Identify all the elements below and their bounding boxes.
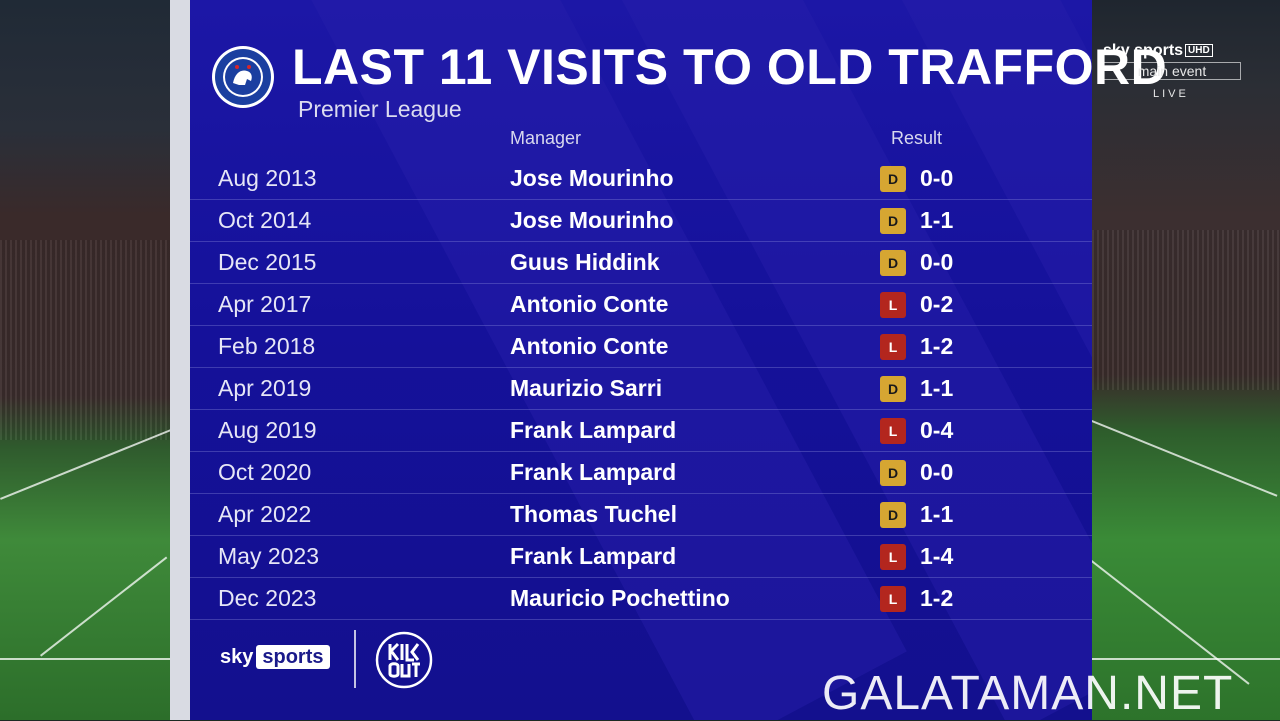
pitch-line [40,556,168,657]
manager-name: Jose Mourinho [510,165,674,191]
pitch-line [0,658,190,660]
sky-sports-logo: sky sports [220,645,330,669]
match-date: Feb 2018 [218,333,316,359]
stats-panel [170,0,1092,720]
manager-name: Jose Mourinho [510,207,674,233]
stadium-background-right [1092,0,1280,720]
competition-subtitle: Premier League [298,96,462,122]
watermark-text: GALATAMAN.NET [822,667,1234,720]
broadcaster-name-text: sky sports [1103,42,1184,59]
table-row: Apr 2019 Maurizio Sarri D 1-1 [190,368,1092,410]
table-row: Apr 2022 Thomas Tuchel D 1-1 [190,494,1092,536]
table-row: Oct 2020 Frank Lampard D 0-0 [190,452,1092,494]
result-badge: L [880,334,906,360]
manager-name: Guus Hiddink [510,249,660,275]
match-score: 0-0 [920,249,954,275]
table-row: Apr 2017 Antonio Conte L 0-2 [190,284,1092,326]
manager-name: Antonio Conte [510,291,669,317]
match-date: May 2023 [218,543,320,569]
manager-name: Frank Lampard [510,459,677,485]
manager-name: Frank Lampard [510,543,677,569]
match-date: Apr 2019 [218,375,312,401]
manager-name: Frank Lampard [510,417,677,443]
live-indicator: LIVE [1153,88,1189,100]
table-row: May 2023 Frank Lampard L 1-4 [190,536,1092,578]
result-badge: L [880,292,906,318]
result-badge: D [880,376,906,402]
sports-logo-text: sports [256,645,330,669]
result-badge: L [880,418,906,444]
result-badge: D [880,250,906,276]
table-row: Oct 2014 Jose Mourinho D 1-1 [190,200,1092,242]
result-badge: L [880,586,906,612]
table-row: Feb 2018 Antonio Conte L 1-2 [190,326,1092,368]
result-badge: D [880,502,906,528]
match-date: Apr 2022 [218,501,312,527]
manager-name: Thomas Tuchel [510,501,677,527]
match-score: 1-2 [920,585,954,611]
table-row: Aug 2019 Frank Lampard L 0-4 [190,410,1092,452]
table-row: Aug 2013 Jose Mourinho D 0-0 [190,158,1092,200]
results-table: Aug 2013 Jose Mourinho D 0-0 Oct 2014 Jo… [190,158,1092,620]
page-title: LAST 11 VISITS TO OLD TRAFFORD [292,39,1168,95]
match-score: 0-4 [920,417,954,443]
result-badge: L [880,544,906,570]
match-score: 1-4 [920,543,954,569]
column-header-result: Result [891,128,943,148]
chelsea-crest-icon [212,46,274,108]
result-badge: D [880,460,906,486]
column-header-manager: Manager [510,128,582,148]
pitch-line [1092,658,1280,660]
uhd-badge: UHD [1185,44,1213,58]
panel-edge [170,0,190,720]
match-score: 1-1 [920,207,954,233]
match-date: Oct 2014 [218,207,312,233]
match-score: 1-1 [920,501,954,527]
manager-name: Mauricio Pochettino [510,585,730,611]
result-badge: D [880,166,906,192]
stadium-background-left [0,0,190,720]
broadcaster-logo: sky sports UHD main event LIVE [1103,42,1241,100]
match-date: Aug 2013 [218,165,317,191]
match-date: Apr 2017 [218,291,312,317]
manager-name: Antonio Conte [510,333,669,359]
match-date: Dec 2023 [218,585,317,611]
match-score: 1-1 [920,375,954,401]
match-score: 0-0 [920,165,954,191]
match-score: 0-2 [920,291,954,317]
broadcaster-name: sky sports UHD [1103,42,1213,60]
result-badge: D [880,208,906,234]
crowd-right [1092,230,1280,390]
table-row: Dec 2023 Mauricio Pochettino L 1-2 [190,578,1092,620]
footer-divider [354,630,356,688]
match-date: Dec 2015 [218,249,317,275]
match-score: 0-0 [920,459,954,485]
channel-name: main event [1103,62,1241,80]
manager-name: Maurizio Sarri [510,375,663,401]
table-row: Dec 2015 Guus Hiddink D 0-0 [190,242,1092,284]
match-score: 1-2 [920,333,954,359]
pitch-line [1092,420,1278,497]
match-date: Oct 2020 [218,459,312,485]
kick-it-out-icon [375,631,433,689]
crowd-left [0,240,190,440]
sky-logo-text: sky [220,646,254,668]
match-date: Aug 2019 [218,417,317,443]
